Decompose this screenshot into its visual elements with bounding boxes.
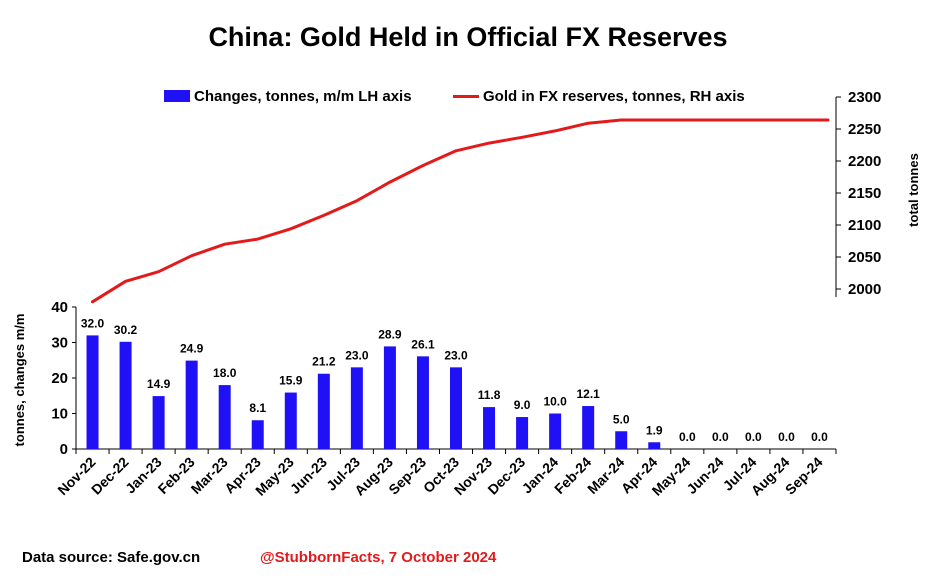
bar-value-label: 12.1 <box>576 387 600 401</box>
left-axis-tick-label: 20 <box>51 370 68 387</box>
bar <box>483 407 496 449</box>
bar-value-label: 26.1 <box>411 337 435 351</box>
legend-bar-entry: Changes, tonnes, m/m LH axis <box>164 88 412 105</box>
right-axis-tick-label: 2000 <box>848 281 881 298</box>
bar-value-label: 0.0 <box>679 430 696 444</box>
x-tick-label: Dec-23 <box>484 454 528 498</box>
bar-value-label: 24.9 <box>180 342 204 356</box>
right-axis-tick-label: 2300 <box>848 89 881 106</box>
x-tick-label: Jun-24 <box>683 454 726 497</box>
bar <box>350 367 363 449</box>
bar <box>284 392 297 449</box>
bar <box>549 413 562 449</box>
bar <box>152 396 165 449</box>
right-axis-tick-label: 2200 <box>848 153 881 170</box>
left-axis-tick-label: 30 <box>51 335 68 352</box>
bar-value-label: 1.9 <box>646 423 663 437</box>
x-tick-label: Dec-22 <box>88 454 132 498</box>
legend-line-label: Gold in FX reserves, tonnes, RH axis <box>483 88 745 105</box>
bar-value-label: 0.0 <box>745 430 762 444</box>
bar-value-label: 0.0 <box>811 430 828 444</box>
bar <box>317 373 330 449</box>
bar-value-label: 21.2 <box>312 355 336 369</box>
bar-value-label: 28.9 <box>378 327 402 341</box>
bar-value-label: 9.0 <box>514 398 531 412</box>
right-axis-tick-label: 2250 <box>848 121 881 138</box>
legend-bar-swatch <box>164 90 190 103</box>
x-tick-label: Sep-24 <box>782 454 826 498</box>
right-axis-tick-label: 2150 <box>848 185 881 202</box>
left-axis-tick-label: 40 <box>51 299 68 316</box>
bar <box>383 346 396 449</box>
left-axis-tick-label: 10 <box>51 406 68 423</box>
data-source: Data source: Safe.gov.cn <box>22 549 201 566</box>
right-axis-tick-label: 2100 <box>848 217 881 234</box>
x-tick-label: Jun-23 <box>287 454 330 497</box>
bar-value-label: 10.0 <box>543 395 567 409</box>
legend-line-swatch <box>453 94 479 98</box>
bar-value-label: 8.1 <box>249 401 266 415</box>
bar <box>119 341 132 449</box>
bar <box>582 406 595 449</box>
bar-value-label: 14.9 <box>147 377 171 391</box>
bar <box>648 442 661 449</box>
bar-value-label: 18.0 <box>213 366 237 380</box>
bar <box>516 417 529 449</box>
bar <box>615 431 628 449</box>
bar-value-label: 0.0 <box>778 430 795 444</box>
bar <box>86 335 99 449</box>
reserves-line <box>91 118 830 304</box>
chart-title: China: Gold Held in Official FX Reserves <box>208 22 728 52</box>
bar <box>218 385 231 449</box>
bar-value-label: 30.2 <box>114 323 138 337</box>
right-axis-title: total tonnes <box>906 153 921 227</box>
bar-value-label: 23.0 <box>345 348 369 362</box>
left-axis-tick-label: 0 <box>60 441 68 458</box>
x-tick-label: Sep-23 <box>385 454 429 498</box>
bar-value-label: 11.8 <box>478 388 501 402</box>
bar-value-label: 5.0 <box>613 412 630 426</box>
bar-value-label: 0.0 <box>712 430 729 444</box>
x-tick-label: Mar-23 <box>188 454 231 497</box>
bar <box>416 356 429 449</box>
legend-line-entry: Gold in FX reserves, tonnes, RH axis <box>453 88 745 105</box>
left-axis-title: tonnes, changes m/m <box>12 314 27 447</box>
bar <box>185 360 198 449</box>
bar <box>251 420 264 449</box>
bar-value-label: 15.9 <box>279 374 303 388</box>
x-tick-label: Mar-24 <box>584 454 627 497</box>
right-axis-tick-label: 2050 <box>848 249 881 266</box>
author-credit: @StubbornFacts, 7 October 2024 <box>260 549 497 566</box>
bar-value-label: 23.0 <box>444 348 468 362</box>
bar <box>450 367 462 449</box>
bar-value-label: 32.0 <box>81 316 105 330</box>
legend-bar-label: Changes, tonnes, m/m LH axis <box>194 88 412 105</box>
